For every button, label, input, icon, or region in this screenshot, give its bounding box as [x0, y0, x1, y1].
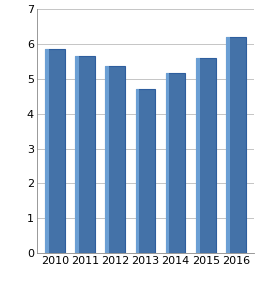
Bar	[45, 49, 65, 253]
Bar	[166, 73, 169, 253]
Bar	[136, 89, 139, 253]
Bar	[196, 58, 200, 253]
Bar	[226, 37, 246, 253]
Bar	[166, 73, 185, 253]
Bar	[45, 49, 48, 253]
Bar	[196, 58, 216, 253]
Bar	[75, 56, 95, 253]
Bar	[226, 37, 230, 253]
Bar	[105, 66, 125, 253]
Bar	[75, 56, 79, 253]
Bar	[136, 89, 155, 253]
Bar	[105, 66, 109, 253]
